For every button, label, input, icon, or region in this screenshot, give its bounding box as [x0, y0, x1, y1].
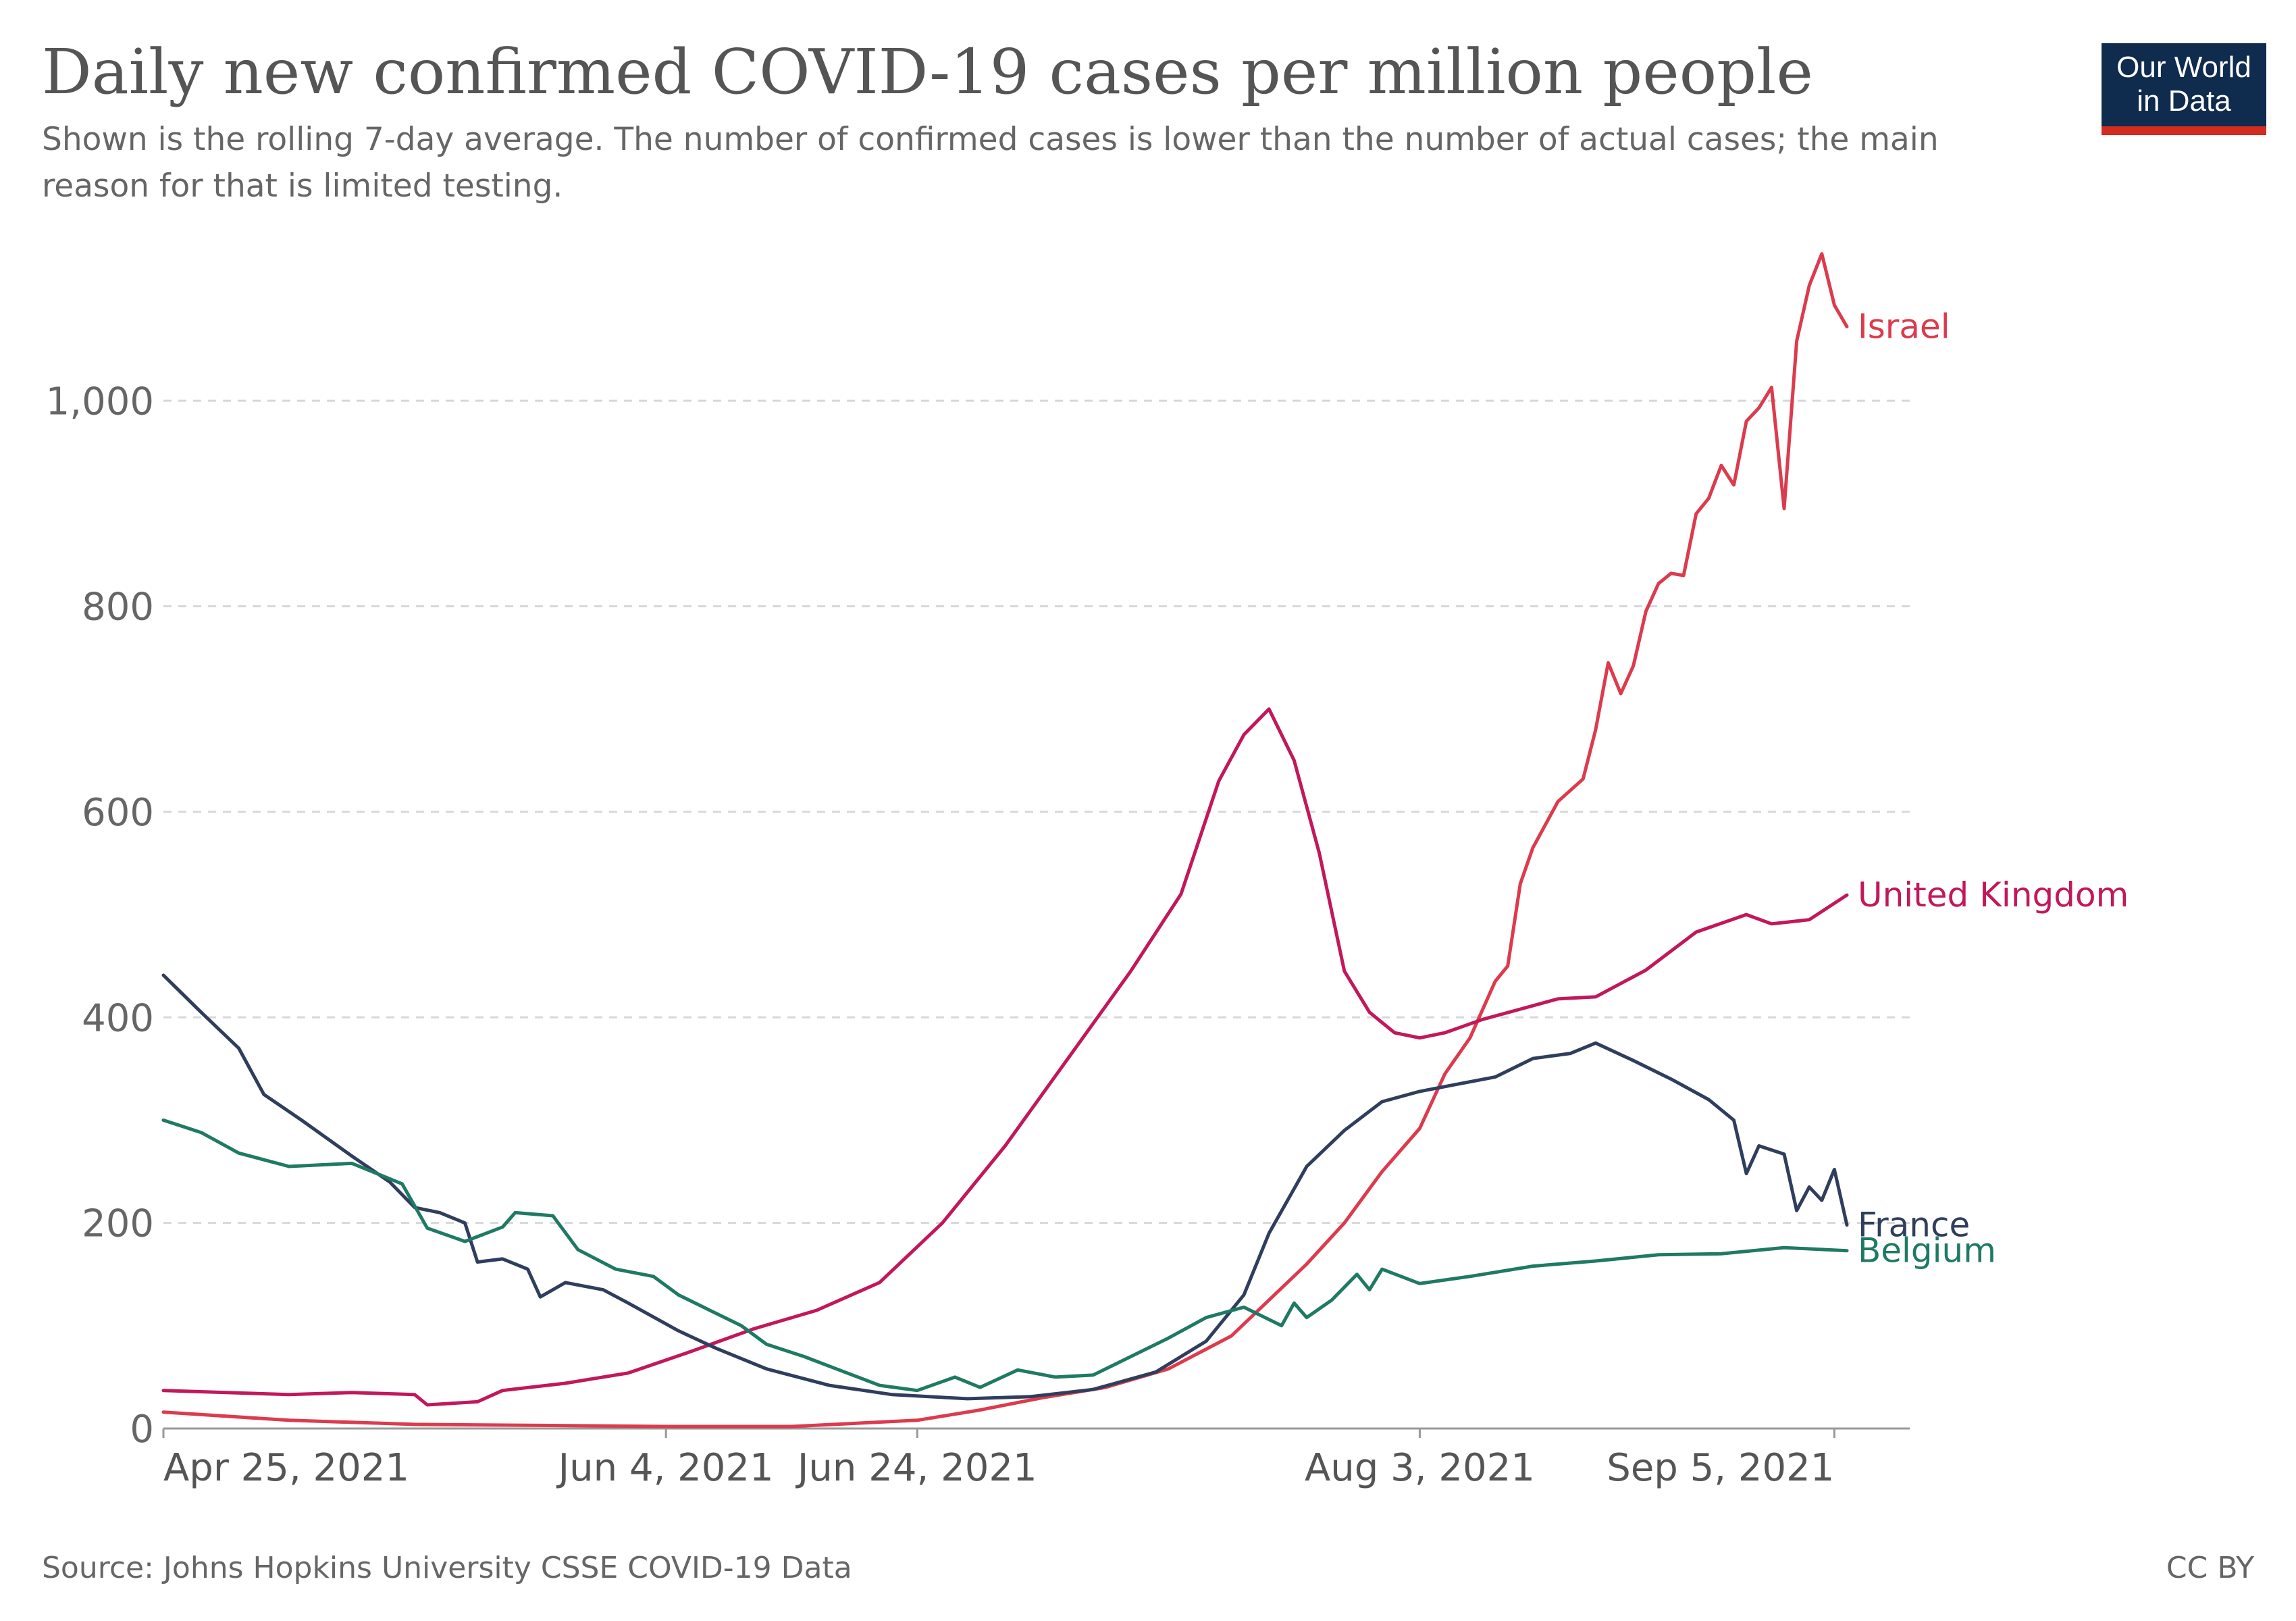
x-tick-label: Sep 5, 2021: [1607, 1446, 1834, 1490]
series-line-united-kingdom[interactable]: [161, 707, 1849, 1407]
license-link[interactable]: CC BY: [2166, 1551, 2254, 1585]
series-lines: [161, 252, 1849, 1429]
y-tick-label: 0: [130, 1408, 154, 1451]
series-line-israel[interactable]: [161, 252, 1849, 1429]
gridlines: 0 200 400 600 800 1,000: [46, 380, 1910, 1451]
y-tick-label: 800: [82, 586, 154, 629]
logo-line-1: Our World: [2116, 51, 2251, 84]
source-note[interactable]: Source: Johns Hopkins University CSSE CO…: [42, 1551, 852, 1585]
x-tick-label: Jun 24, 2021: [795, 1446, 1037, 1490]
chart-title: Daily new confirmed COVID-19 cases per m…: [42, 36, 1813, 108]
series-label-france[interactable]: France: [1858, 1206, 1970, 1245]
series-label-belgium[interactable]: Belgium: [1858, 1231, 1996, 1270]
logo-line-2: in Data: [2137, 84, 2231, 118]
x-tick-label: Jun 4, 2021: [556, 1446, 774, 1490]
chart-subtitle: Shown is the rolling 7-day average. The …: [42, 121, 1939, 205]
series-line-belgium[interactable]: [161, 1118, 1849, 1393]
series-line-france[interactable]: [161, 973, 1849, 1401]
series-label-israel[interactable]: Israel: [1858, 307, 1950, 346]
y-tick-label: 1,000: [46, 380, 154, 423]
y-tick-label: 200: [82, 1202, 154, 1246]
x-axis: Apr 25, 2021 Jun 4, 2021 Jun 24, 2021 Aug 3…: [162, 1427, 1910, 1490]
owid-logo[interactable]: Our World in Data: [2102, 43, 2266, 135]
y-tick-label: 600: [82, 791, 154, 835]
series-label-united-kingdom[interactable]: United Kingdom: [1858, 875, 2129, 915]
y-tick-label: 400: [82, 996, 154, 1040]
x-tick-label: Apr 25, 2021: [163, 1446, 409, 1490]
x-tick-label: Aug 3, 2021: [1305, 1446, 1535, 1490]
